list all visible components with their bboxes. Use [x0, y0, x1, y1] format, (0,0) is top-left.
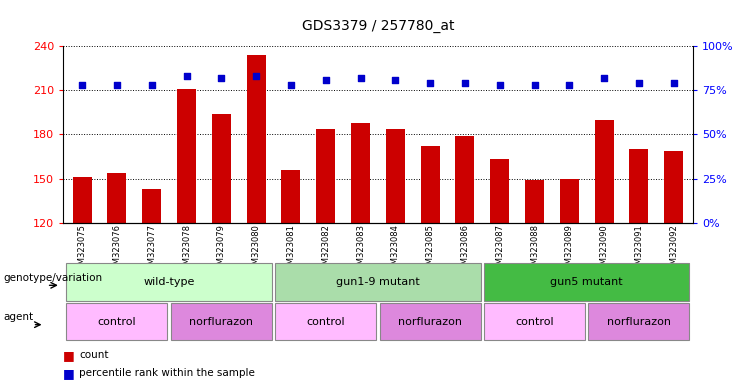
Text: gun5 mutant: gun5 mutant [551, 277, 623, 287]
Point [285, 82, 297, 88]
Bar [282, 170, 301, 223]
Text: genotype/variation: genotype/variation [4, 273, 103, 283]
Text: control: control [306, 316, 345, 327]
Text: wild-type: wild-type [144, 277, 195, 287]
Point [528, 82, 540, 88]
Text: count: count [79, 350, 109, 360]
Point [668, 80, 679, 86]
Bar [316, 129, 335, 223]
Point [181, 73, 193, 79]
Bar [212, 114, 231, 223]
Point [459, 80, 471, 86]
Point [250, 73, 262, 79]
Point [146, 82, 158, 88]
Bar [386, 129, 405, 223]
Point [111, 82, 123, 88]
Bar [594, 120, 614, 223]
Point [389, 76, 401, 83]
Text: ■: ■ [63, 349, 75, 362]
Point [216, 75, 227, 81]
Bar [177, 89, 196, 223]
Point [494, 82, 505, 88]
Bar [73, 177, 92, 223]
Text: norflurazon: norflurazon [607, 316, 671, 327]
Text: norflurazon: norflurazon [189, 316, 253, 327]
Point [320, 76, 332, 83]
Text: control: control [98, 316, 136, 327]
Text: norflurazon: norflurazon [398, 316, 462, 327]
Text: percentile rank within the sample: percentile rank within the sample [79, 368, 255, 378]
Bar [629, 149, 648, 223]
Bar [351, 122, 370, 223]
Text: GDS3379 / 257780_at: GDS3379 / 257780_at [302, 19, 454, 33]
Point [355, 75, 367, 81]
Bar [490, 159, 509, 223]
Bar [455, 136, 474, 223]
Point [598, 75, 610, 81]
Text: ■: ■ [63, 367, 75, 380]
Bar [664, 151, 683, 223]
Point [424, 80, 436, 86]
Text: agent: agent [4, 312, 34, 322]
Point [76, 82, 88, 88]
Bar [559, 179, 579, 223]
Bar [525, 180, 544, 223]
Bar [142, 189, 162, 223]
Text: control: control [515, 316, 554, 327]
Point [633, 80, 645, 86]
Bar [421, 146, 439, 223]
Point [563, 82, 575, 88]
Bar [247, 55, 266, 223]
Text: gun1-9 mutant: gun1-9 mutant [336, 277, 420, 287]
Bar [107, 173, 127, 223]
